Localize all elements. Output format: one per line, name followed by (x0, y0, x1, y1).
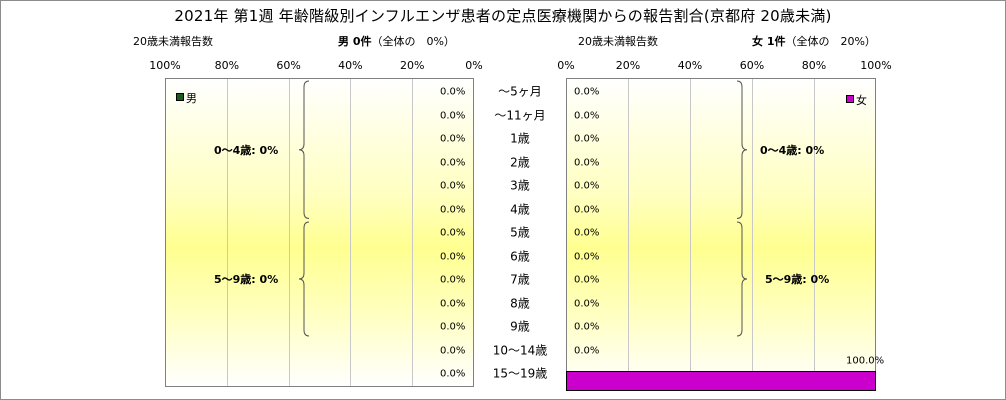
female-data-label: 0.0% (574, 321, 600, 333)
male-group-label: 5～9歳: 0% (214, 273, 279, 286)
male-tick-label: 100% (149, 59, 181, 72)
female-gridline (628, 79, 629, 386)
male-tick-label: 20% (399, 59, 425, 72)
age-category-label: 7歳 (510, 272, 530, 287)
female-data-label: 0.0% (574, 227, 600, 239)
female-data-label: 0.0% (574, 204, 600, 215)
female-header-count: 女 1件 (752, 35, 786, 48)
male-data-label: 0.0% (440, 133, 466, 145)
male-data-label: 0.0% (440, 321, 466, 333)
age-category-label: 1歳 (510, 131, 530, 146)
group-brace (736, 221, 748, 337)
age-category-label: ～11ヶ月 (494, 108, 546, 122)
age-category-label: 8歳 (510, 296, 530, 310)
age-category-label: 4歳 (510, 202, 530, 216)
female-axis-label: 20歳未満報告数 (578, 35, 658, 48)
age-category-label: 3歳 (510, 178, 530, 193)
male-data-label: 0.0% (440, 86, 466, 98)
male-axis-label: 20歳未満報告数 (133, 35, 213, 48)
male-gridline (226, 79, 228, 386)
female-plot-area: 女 (566, 78, 876, 387)
age-category-label: 9歳 (510, 319, 530, 334)
age-category-label: 2歳 (510, 155, 530, 169)
male-gridline (350, 79, 352, 386)
female-legend-swatch (846, 95, 854, 103)
male-data-label: 0.0% (440, 204, 466, 215)
female-header: 女 1件（全体の 20%） (752, 33, 876, 49)
male-data-label: 0.0% (440, 110, 466, 121)
female-data-label: 0.0% (574, 180, 600, 192)
age-category-label: ～5ヶ月 (498, 84, 542, 99)
male-tick-label: 80% (214, 59, 240, 72)
male-data-label: 0.0% (440, 251, 466, 262)
male-tick-label: 40% (338, 59, 363, 72)
male-header: 男 0件（全体の 0%） (338, 33, 455, 49)
female-data-label: 0.0% (574, 345, 600, 356)
male-legend-swatch (176, 93, 184, 101)
male-legend-label: 男 (186, 92, 197, 105)
group-brace (736, 80, 748, 219)
female-data-label: 100.0% (846, 355, 885, 367)
female-data-label: 0.0% (574, 133, 600, 145)
female-group-label: 5～9歳: 0% (765, 273, 830, 286)
female-data-label: 0.0% (574, 251, 600, 262)
male-gridline (412, 79, 414, 386)
male-plot-area: 男 (165, 78, 474, 387)
female-legend: 女 (846, 92, 867, 108)
female-gridline (690, 79, 691, 386)
age-category-label: 6歳 (510, 249, 530, 263)
female-gridline (752, 79, 753, 386)
male-data-label: 0.0% (440, 227, 466, 239)
group-brace (298, 80, 310, 219)
male-legend: 男 (176, 90, 197, 106)
female-bar (566, 371, 876, 391)
female-data-label: 0.0% (574, 110, 600, 121)
female-header-note: （全体の 20%） (785, 35, 876, 48)
female-legend-label: 女 (856, 94, 867, 107)
female-data-label: 0.0% (574, 274, 600, 286)
female-tick-label: 80% (801, 59, 827, 72)
female-data-label: 0.0% (574, 298, 600, 309)
male-data-label: 0.0% (440, 157, 466, 168)
female-data-label: 0.0% (574, 86, 600, 98)
male-header-count: 男 0件 (338, 35, 372, 48)
age-category-label: 10～14歳 (492, 343, 548, 357)
male-tick-label: 0% (465, 59, 483, 72)
age-category-label: 5歳 (510, 225, 530, 240)
male-gridline (288, 79, 290, 386)
group-brace (298, 221, 310, 337)
chart-title: 2021年 第1週 年齢階級別インフルエンザ患者の定点医療機関からの報告割合(京… (174, 7, 832, 25)
age-category-label: 15～19歳 (492, 366, 548, 381)
female-tick-label: 20% (615, 59, 641, 72)
male-header-note: （全体の 0%） (371, 35, 455, 48)
female-tick-label: 60% (739, 59, 765, 72)
male-data-label: 0.0% (440, 298, 466, 309)
male-data-label: 0.0% (440, 368, 466, 380)
male-data-label: 0.0% (440, 180, 466, 192)
female-tick-label: 100% (860, 59, 892, 72)
male-group-label: 0～4歳: 0% (214, 143, 279, 157)
female-tick-label: 40% (677, 59, 703, 72)
female-data-label: 0.0% (574, 157, 600, 168)
male-data-label: 0.0% (440, 345, 466, 356)
female-gridline (814, 79, 815, 386)
female-tick-label: 0% (557, 59, 575, 72)
female-group-label: 0～4歳: 0% (760, 143, 825, 157)
male-tick-label: 60% (276, 59, 301, 72)
male-data-label: 0.0% (440, 274, 466, 286)
